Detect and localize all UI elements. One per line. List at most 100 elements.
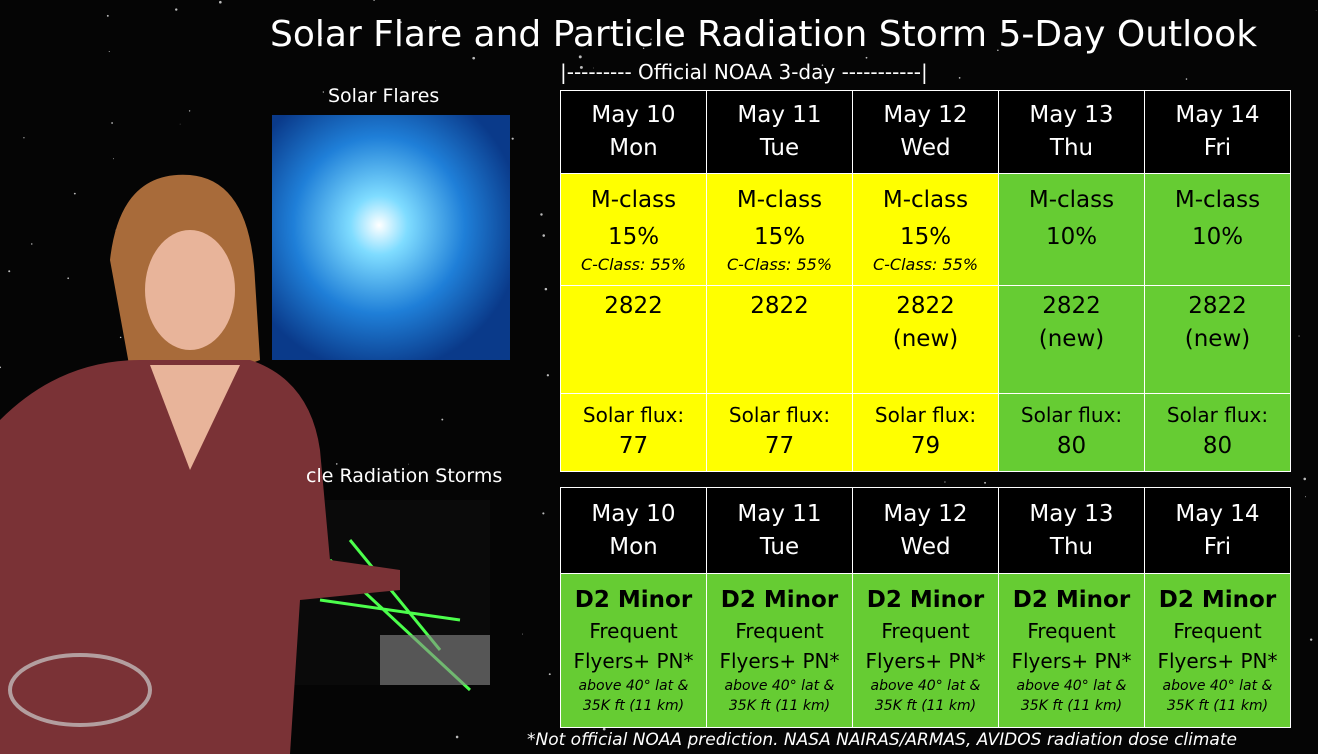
flux-cell: Solar flux: 80 (1144, 393, 1291, 472)
flux-cell: Solar flux: 77 (560, 393, 707, 472)
level: D2 Minor (1158, 587, 1277, 613)
day-header: May 10 Mon (560, 90, 707, 174)
flux-cell: Solar flux: 77 (706, 393, 853, 472)
region-note: (new) (892, 326, 959, 352)
level: D2 Minor (720, 587, 839, 613)
probability: 15% (607, 224, 660, 250)
logo (8, 653, 152, 727)
region-cell: 2822 (new) (852, 285, 999, 394)
star (320, 37, 322, 40)
star (1304, 496, 1306, 498)
star (522, 633, 523, 635)
day-header: May 11 Tue (706, 90, 853, 174)
star (113, 158, 114, 160)
line4: 35K ft (11 km) (582, 698, 685, 714)
flux: 77 (618, 433, 649, 459)
date: May 10 (591, 102, 676, 128)
star (1315, 10, 1317, 12)
region-cell: 2822 (560, 285, 707, 394)
star (106, 14, 109, 17)
level: D2 Minor (866, 587, 985, 613)
star (399, 21, 402, 24)
date: May 11 (737, 102, 822, 128)
star (593, 67, 594, 69)
weekday: Tue (759, 135, 800, 161)
flare-class: M-class (590, 187, 677, 213)
star (373, 0, 375, 1)
star (1298, 335, 1300, 337)
star (108, 51, 110, 53)
star (602, 727, 606, 731)
star (821, 64, 824, 66)
radiation-cell: D2 Minor Frequent Flyers+ PN* above 40° lat… (706, 573, 853, 728)
weekday: Fri (1203, 135, 1232, 161)
star (1303, 477, 1307, 481)
star (23, 137, 25, 139)
line1: Frequent (589, 619, 678, 643)
star (441, 418, 444, 421)
star (540, 213, 543, 216)
line1: Frequent (735, 619, 824, 643)
star (472, 56, 476, 60)
footer-note: *Not official NOAA prediction. NASA NAIR… (527, 730, 1237, 750)
star (1185, 78, 1188, 80)
date: May 14 (1175, 102, 1260, 128)
star (111, 122, 113, 124)
flare-cell: M-class 15% C-Class: 55% (706, 173, 853, 286)
flux-cell: Solar flux: 80 (998, 393, 1145, 472)
star (542, 512, 545, 515)
official-note: |--------- Official NOAA 3-day ---------… (560, 60, 928, 84)
date: May 11 (737, 500, 822, 527)
star (544, 287, 548, 291)
star (0, 366, 2, 369)
level: D2 Minor (1012, 587, 1131, 613)
star (958, 76, 961, 79)
flux: 80 (1056, 433, 1087, 459)
star (179, 123, 181, 125)
star (984, 481, 987, 484)
radiation-cell: D2 Minor Frequent Flyers+ PN* above 40° lat… (560, 573, 707, 728)
line4: 35K ft (11 km) (1020, 698, 1123, 714)
flare-class: M-class (736, 187, 823, 213)
line3: above 40° lat & (870, 678, 981, 694)
star (188, 110, 191, 112)
region: 2822 (896, 293, 955, 319)
probability: 15% (899, 224, 952, 250)
day-header: May 12 Wed (852, 487, 999, 574)
star (8, 270, 11, 273)
flare-class: M-class (1028, 187, 1115, 213)
weekday: Mon (609, 135, 658, 161)
line2: Flyers+ PN* (865, 649, 986, 673)
star (944, 481, 946, 483)
flux: 79 (910, 433, 941, 459)
c-class: C-Class: 55% (580, 255, 687, 274)
probability: 15% (753, 224, 806, 250)
region: 2822 (1042, 293, 1101, 319)
star (407, 463, 409, 465)
day-header: May 14 Fri (1144, 487, 1291, 574)
star (548, 673, 551, 676)
flare-cell: M-class 15% C-Class: 55% (560, 173, 707, 286)
weekday: Tue (759, 533, 800, 560)
flare-cell: M-class 10% (1144, 173, 1291, 286)
star (579, 65, 583, 69)
flux-label: Solar flux: (1020, 403, 1123, 427)
star (31, 243, 33, 245)
flux-label: Solar flux: (582, 403, 685, 427)
c-class: C-Class: 55% (872, 255, 979, 274)
star (650, 38, 652, 40)
line4: 35K ft (11 km) (728, 698, 831, 714)
level: D2 Minor (574, 587, 693, 613)
line4: 35K ft (11 km) (874, 698, 977, 714)
line3: above 40° lat & (724, 678, 835, 694)
flux-label: Solar flux: (874, 403, 977, 427)
line3: above 40° lat & (578, 678, 689, 694)
star (542, 234, 546, 237)
date: May 12 (883, 500, 968, 527)
line3: above 40° lat & (1016, 678, 1127, 694)
region: 2822 (1188, 293, 1247, 319)
star (119, 336, 122, 339)
flare-class: M-class (1174, 187, 1261, 213)
